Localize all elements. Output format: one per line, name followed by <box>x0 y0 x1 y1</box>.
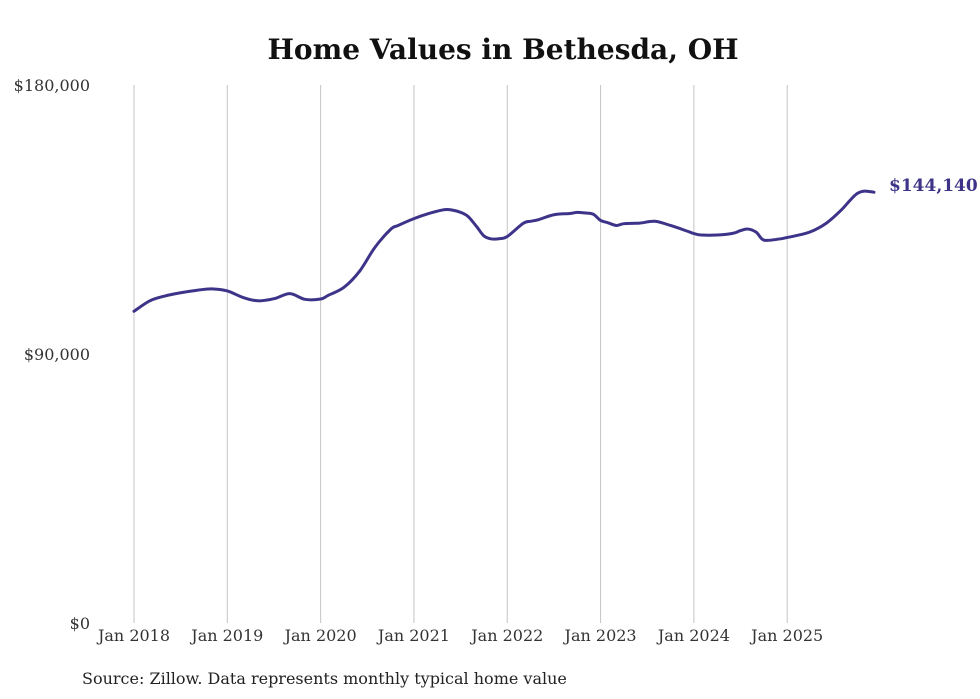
x-tick-label: Jan 2020 <box>283 626 357 645</box>
x-axis-ticks: Jan 2018 Jan 2019 Jan 2020 Jan 2021 Jan 2022… <box>96 626 823 645</box>
y-tick-label: $180,000 <box>14 76 90 95</box>
y-tick-label: $0 <box>70 614 90 633</box>
gridlines <box>133 85 788 623</box>
x-tick-label: Jan 2019 <box>189 626 263 645</box>
chart-title: Home Values in Bethesda, OH <box>267 33 738 66</box>
series <box>132 189 876 313</box>
series-line-0 <box>132 189 876 313</box>
x-tick-label: Jan 2024 <box>656 626 730 645</box>
x-tick-label: Jan 2022 <box>469 626 543 645</box>
source-note: Source: Zillow. Data represents monthly … <box>82 669 567 688</box>
y-tick-label: $90,000 <box>24 345 90 364</box>
x-tick-label: Jan 2021 <box>376 626 450 645</box>
y-axis-ticks: $0 $90,000 $180,000 <box>14 76 90 633</box>
x-tick-label: Jan 2025 <box>749 626 823 645</box>
x-tick-label: Jan 2018 <box>96 626 170 645</box>
end-value-label: $144,140 <box>889 176 978 196</box>
x-tick-label: Jan 2023 <box>563 626 637 645</box>
